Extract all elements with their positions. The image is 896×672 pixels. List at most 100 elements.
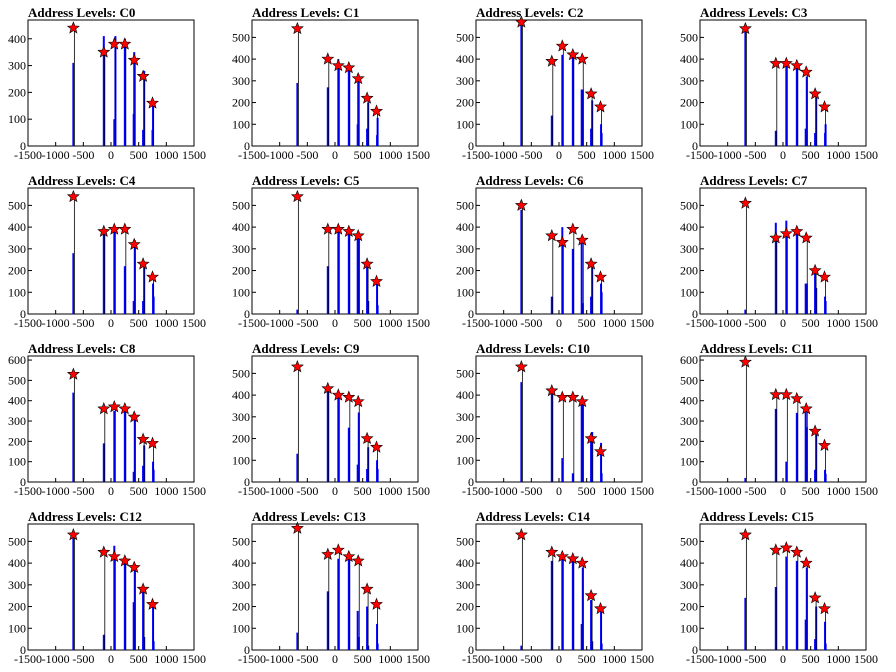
- y-tick-label: 0: [692, 139, 698, 153]
- peak-marker: [545, 545, 559, 558]
- y-tick-label: 100: [456, 117, 474, 131]
- peak-marker: [360, 91, 374, 104]
- peak-marker: [331, 58, 345, 72]
- y-tick-label: 200: [232, 600, 250, 614]
- plot-frame: [699, 19, 867, 147]
- x-tick-label: -1500: [462, 148, 490, 162]
- peak-marker: [146, 270, 159, 283]
- chart-title: Address Levels: C13: [252, 509, 366, 524]
- peak-marker: [555, 39, 569, 52]
- peak-marker: [575, 233, 589, 246]
- x-tick-label: 1500: [854, 652, 878, 666]
- peak-marker: [769, 543, 783, 556]
- y-tick-label: 200: [680, 264, 698, 278]
- x-tick-label: 500: [802, 484, 820, 498]
- peak-marker: [566, 551, 580, 565]
- y-tick-label: 0: [20, 643, 26, 657]
- y-tick-label: 100: [456, 453, 474, 467]
- y-tick-label: 600: [680, 353, 698, 367]
- y-tick-label: 400: [456, 388, 474, 402]
- peak-marker: [66, 189, 80, 203]
- chart-panel-c15: Address Levels: C15 0 100 200 300 400 500 -1500…: [680, 509, 878, 666]
- y-tick-label: 200: [456, 600, 474, 614]
- chart-title: Address Levels: C6: [476, 173, 584, 188]
- peak-marker: [738, 528, 752, 541]
- peak-marker: [799, 231, 813, 244]
- chart-title: Address Levels: C11: [700, 341, 813, 356]
- peak-marker: [594, 270, 607, 283]
- x-tick-label: 1500: [630, 484, 654, 498]
- peak-marker: [370, 104, 383, 117]
- peak-marker: [107, 549, 121, 563]
- y-tick-label: 100: [8, 455, 26, 469]
- x-tick-label: 1000: [378, 316, 402, 330]
- peak-marker: [566, 47, 580, 61]
- plot-frame: [699, 187, 867, 315]
- chart-title: Address Levels: C7: [700, 173, 808, 188]
- peak-marker: [321, 381, 335, 395]
- peak-marker: [738, 196, 752, 209]
- y-tick-label: 200: [456, 432, 474, 446]
- y-tick-label: 400: [680, 556, 698, 570]
- peak-marker: [779, 56, 793, 69]
- peak-marker: [799, 65, 813, 78]
- x-tick-label: -1500: [462, 652, 490, 666]
- x-tick-label: -1500: [14, 652, 42, 666]
- peak-marker: [321, 222, 335, 235]
- y-tick-label: 0: [468, 643, 474, 657]
- peak-marker: [66, 21, 80, 34]
- peak-marker: [799, 556, 813, 569]
- peak-marker: [351, 71, 365, 85]
- x-tick-label: -1000: [42, 316, 70, 330]
- x-tick-label: 0: [556, 148, 562, 162]
- peak-marker: [118, 401, 132, 415]
- y-tick-label: 0: [468, 475, 474, 489]
- peak-marker: [514, 360, 528, 373]
- y-tick-label: 500: [232, 366, 250, 380]
- y-tick-label: 500: [8, 373, 26, 387]
- y-tick-label: 300: [680, 74, 698, 88]
- plot-frame: [475, 355, 643, 483]
- peak-marker: [584, 588, 598, 602]
- x-tick-label: 1000: [602, 652, 626, 666]
- peak-marker: [370, 274, 383, 287]
- y-tick-label: 100: [8, 285, 26, 299]
- peak-marker: [555, 390, 569, 403]
- y-tick-label: 400: [8, 220, 26, 234]
- y-tick-label: 200: [8, 600, 26, 614]
- peak-marker: [97, 45, 111, 58]
- x-tick-label: -1000: [714, 148, 742, 162]
- chart-title: Address Levels: C4: [28, 173, 136, 188]
- peak-marker: [118, 554, 132, 567]
- chart-panel-c11: Address Levels: C11 0 100 200 300 400 500 600 -1…: [680, 341, 878, 498]
- peak-marker: [545, 228, 559, 242]
- y-tick-label: 500: [232, 198, 250, 212]
- peak-marker: [127, 410, 141, 423]
- x-tick-label: 1000: [154, 652, 178, 666]
- x-tick-label: 1000: [378, 484, 402, 498]
- peak-marker: [136, 432, 150, 445]
- chart-title: Address Levels: C5: [252, 173, 360, 188]
- y-tick-label: 400: [456, 220, 474, 234]
- y-tick-label: 300: [8, 242, 26, 256]
- x-tick-label: 1000: [378, 148, 402, 162]
- y-tick-label: 300: [232, 242, 250, 256]
- y-tick-label: 500: [456, 30, 474, 44]
- y-tick-label: 500: [680, 30, 698, 44]
- x-tick-label: 0: [332, 316, 338, 330]
- plot-frame: [475, 19, 643, 147]
- x-tick-label: 0: [108, 316, 114, 330]
- peak-marker: [360, 431, 374, 445]
- peak-marker: [342, 549, 356, 563]
- x-tick-label: 0: [332, 148, 338, 162]
- plot-frame: [251, 187, 419, 315]
- plot-frame: [251, 523, 419, 651]
- plot-frame: [475, 523, 643, 651]
- x-tick-label: 0: [556, 652, 562, 666]
- peak-marker: [790, 391, 804, 405]
- y-tick-label: 0: [20, 307, 26, 321]
- peak-marker: [290, 521, 304, 534]
- x-tick-label: 1000: [826, 652, 850, 666]
- y-tick-label: 500: [680, 198, 698, 212]
